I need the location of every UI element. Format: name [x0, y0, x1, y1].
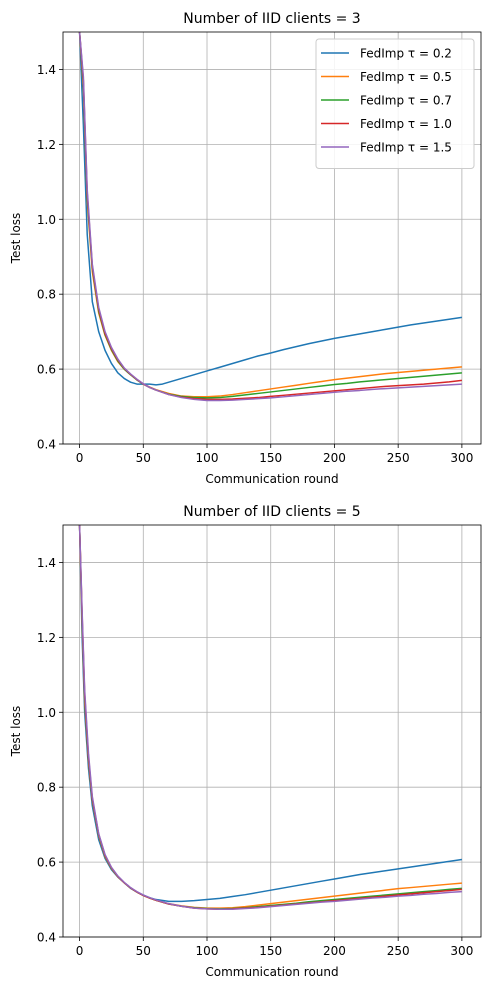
x-tick-label: 250 [387, 451, 410, 465]
x-tick-label: 0 [76, 944, 84, 958]
y-tick-label: 0.6 [37, 363, 56, 377]
legend-label-2: FedImp τ = 0.5 [360, 70, 452, 84]
legend: FedImp τ = 0.2 FedImp τ = 0.5 FedImp τ = 0… [315, 38, 475, 169]
chart-1: 0 50 100 150 200 250 300 0.4 0.6 0.8 1.0 1.2 1.4 Numb… [9, 11, 482, 486]
y-tick-label: 1.4 [37, 63, 56, 77]
y-tick-label: 1.0 [37, 706, 56, 720]
y-tick-label: 0.4 [37, 438, 56, 452]
series-line-5 [78, 525, 462, 911]
chart-title: Number of IID clients = 5 [183, 504, 360, 520]
x-tick-label: 200 [323, 451, 346, 465]
x-tick-label: 0 [76, 451, 84, 465]
y-axis-label: Test loss [9, 706, 23, 758]
legend-label-4: FedImp τ = 1.0 [360, 117, 452, 131]
chart-2: 0 50 100 150 200 250 300 0.4 0.6 0.8 1.0 1.2 1.4 Numb… [9, 504, 482, 979]
x-tick-label: 300 [450, 451, 473, 465]
y-tick-label: 1.2 [37, 138, 56, 152]
x-tick-label: 300 [450, 944, 473, 958]
x-tick-label: 150 [259, 944, 282, 958]
y-tick-label: 1.0 [37, 213, 56, 227]
y-tick-label: 0.8 [37, 781, 56, 795]
legend-label-5: FedImp τ = 1.5 [360, 141, 452, 155]
x-tick-label: 250 [387, 944, 410, 958]
x-tick-label: 100 [196, 451, 219, 465]
x-tick-label: 100 [196, 944, 219, 958]
series-line-1 [78, 525, 462, 903]
plot-frame [62, 524, 482, 938]
plot-frame [62, 31, 482, 445]
chart-title: Number of IID clients = 3 [183, 11, 360, 27]
y-tick-label: 1.2 [37, 631, 56, 645]
x-tick-label: 50 [136, 944, 151, 958]
legend-box [315, 38, 475, 169]
y-tick-label: 1.4 [37, 556, 56, 570]
x-axis-label: Communication round [205, 965, 338, 979]
x-axis-label: Communication round [205, 472, 338, 486]
x-tick-label: 150 [259, 451, 282, 465]
y-axis-label: Test loss [9, 213, 23, 265]
legend-label-1: FedImp τ = 0.2 [360, 47, 452, 61]
series-line-1 [78, 32, 462, 386]
x-tick-label: 50 [136, 451, 151, 465]
x-tick-label: 200 [323, 944, 346, 958]
y-tick-label: 0.4 [37, 931, 56, 945]
legend-label-3: FedImp τ = 0.7 [360, 94, 452, 108]
y-tick-label: 0.6 [37, 856, 56, 870]
y-tick-label: 0.8 [37, 288, 56, 302]
series-line-5 [78, 32, 462, 402]
